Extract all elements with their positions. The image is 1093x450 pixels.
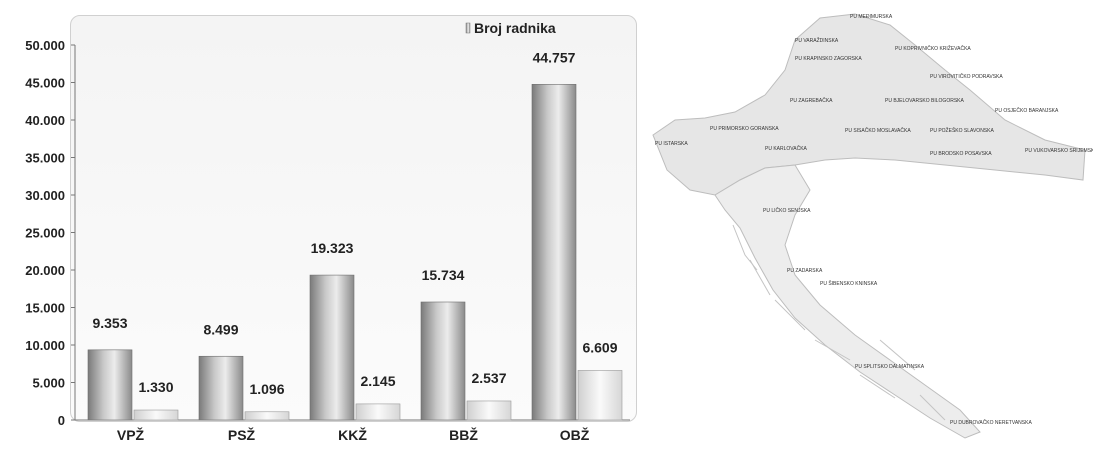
chart-bars	[87, 84, 623, 421]
map-district-label: PU VUKOVARSKO SRIJEMSKA	[1025, 148, 1093, 154]
data-label-series-1: 8.499	[203, 321, 238, 337]
map-district-label: PU KRAPINSKO ZAGORSKA	[795, 56, 862, 62]
croatia-police-districts-map: PU MEĐIMURSKA PU VARAŽDINSKA PU KOPRIVNIČK…	[652, 13, 1093, 439]
map-district-label: PU ISTARSKA	[655, 141, 688, 147]
map-district-label: PU BJELOVARSKO BILOGORSKA	[885, 98, 964, 104]
data-label-series-2: 6.609	[582, 339, 617, 355]
y-tick-label: 35.000	[25, 151, 65, 166]
map-district-label: PU BRODSKO POSAVSKA	[930, 151, 992, 157]
chart-legend: Broj radnika	[465, 20, 556, 36]
croatia-map-panel: PU MEĐIMURSKA PU VARAŽDINSKA PU KOPRIVNIČK…	[645, 0, 1093, 445]
y-tick-label: 45.000	[25, 76, 65, 91]
bar-PSŽ-series-2	[244, 411, 290, 421]
map-district-label: PU VARAŽDINSKA	[795, 36, 839, 44]
x-tick-label: PSŽ	[228, 426, 256, 443]
map-district-label: PU ZAGREBAČKA	[790, 97, 833, 104]
map-district-label: PU ŠIBENSKO KNINSKA	[820, 280, 878, 287]
bar-KKŽ-series-2	[355, 403, 401, 421]
y-tick-label: 15.000	[25, 301, 65, 316]
y-tick-label: 25.000	[25, 226, 65, 241]
bar-OBŽ-series-1	[531, 84, 577, 421]
map-district-label: PU PRIMORSKO GORANSKA	[710, 126, 779, 132]
chart-axes: 0 5.000 10.000 15.000 20.000 25.000 30.000 35.0…	[25, 38, 630, 443]
map-district-label: PU VIROVITIČKO PODRAVSKA	[930, 73, 1003, 80]
x-tick-label: VPŽ	[117, 426, 145, 443]
map-district-label: PU MEĐIMURSKA	[850, 14, 893, 20]
y-tick-label: 0	[58, 413, 65, 428]
x-tick-label: OBŽ	[560, 426, 590, 443]
data-label-series-1: 9.353	[92, 315, 127, 331]
data-label-series-1: 19.323	[311, 240, 354, 256]
map-district-label: PU KARLOVAČKA	[765, 145, 808, 152]
bar-chart-panel: 0 5.000 10.000 15.000 20.000 25.000 30.000 35.0…	[25, 15, 637, 443]
map-district-label: PU LIČKO SENJSKA	[763, 207, 811, 214]
croatia-map-north-region	[652, 13, 1086, 196]
croatia-map-islands	[732, 224, 946, 421]
map-district-label: PU KOPRIVNIČKO KRIŽEVAČKA	[895, 44, 971, 52]
data-label-series-2: 1.330	[138, 379, 173, 395]
legend-swatch	[465, 22, 471, 34]
y-tick-label: 50.000	[25, 38, 65, 53]
bar-BBŽ-series-2	[466, 400, 512, 421]
map-district-label: PU SPLITSKO DALMATINSKA	[855, 364, 925, 370]
bar-VPŽ-series-2	[133, 409, 179, 421]
bar-OBŽ-series-2	[577, 370, 623, 421]
data-label-series-1: 15.734	[422, 267, 465, 283]
data-label-series-2: 2.145	[360, 373, 395, 389]
data-label-series-1: 44.757	[533, 49, 576, 65]
y-tick-label: 30.000	[25, 188, 65, 203]
map-district-label: PU SISAČKO MOSLAVAČKA	[845, 127, 911, 134]
bar-PSŽ-series-1	[198, 355, 244, 421]
bar-chart: 0 5.000 10.000 15.000 20.000 25.000 30.000 35.0…	[25, 20, 630, 443]
legend-label: Broj radnika	[474, 20, 556, 36]
bar-VPŽ-series-1	[87, 349, 133, 421]
y-tick-label: 40.000	[25, 113, 65, 128]
data-label-series-2: 2.537	[471, 370, 506, 386]
map-district-label: PU OSJEČKO BARANJSKA	[995, 107, 1059, 114]
map-district-labels: PU MEĐIMURSKA PU VARAŽDINSKA PU KOPRIVNIČK…	[655, 14, 1093, 426]
croatia-map-coast-region	[714, 164, 981, 439]
y-tick-label: 20.000	[25, 263, 65, 278]
map-district-label: PU ZADARSKA	[787, 268, 823, 274]
x-tick-label: KKŽ	[338, 426, 367, 443]
bar-BBŽ-series-1	[420, 301, 466, 421]
y-tick-label: 10.000	[25, 338, 65, 353]
map-district-label: PU POŽEŠKO SLAVONSKA	[930, 126, 994, 134]
data-label-series-2: 1.096	[249, 381, 284, 397]
chart-data-labels: 9.353 1.330 8.499 1.096 19.323 2.145 15.734 2.5…	[92, 49, 617, 396]
y-tick-label: 5.000	[32, 376, 65, 391]
map-district-label: PU DUBROVAČKO NERETVANSKA	[950, 419, 1032, 426]
bar-KKŽ-series-1	[309, 274, 355, 421]
x-tick-label: BBŽ	[449, 426, 478, 443]
